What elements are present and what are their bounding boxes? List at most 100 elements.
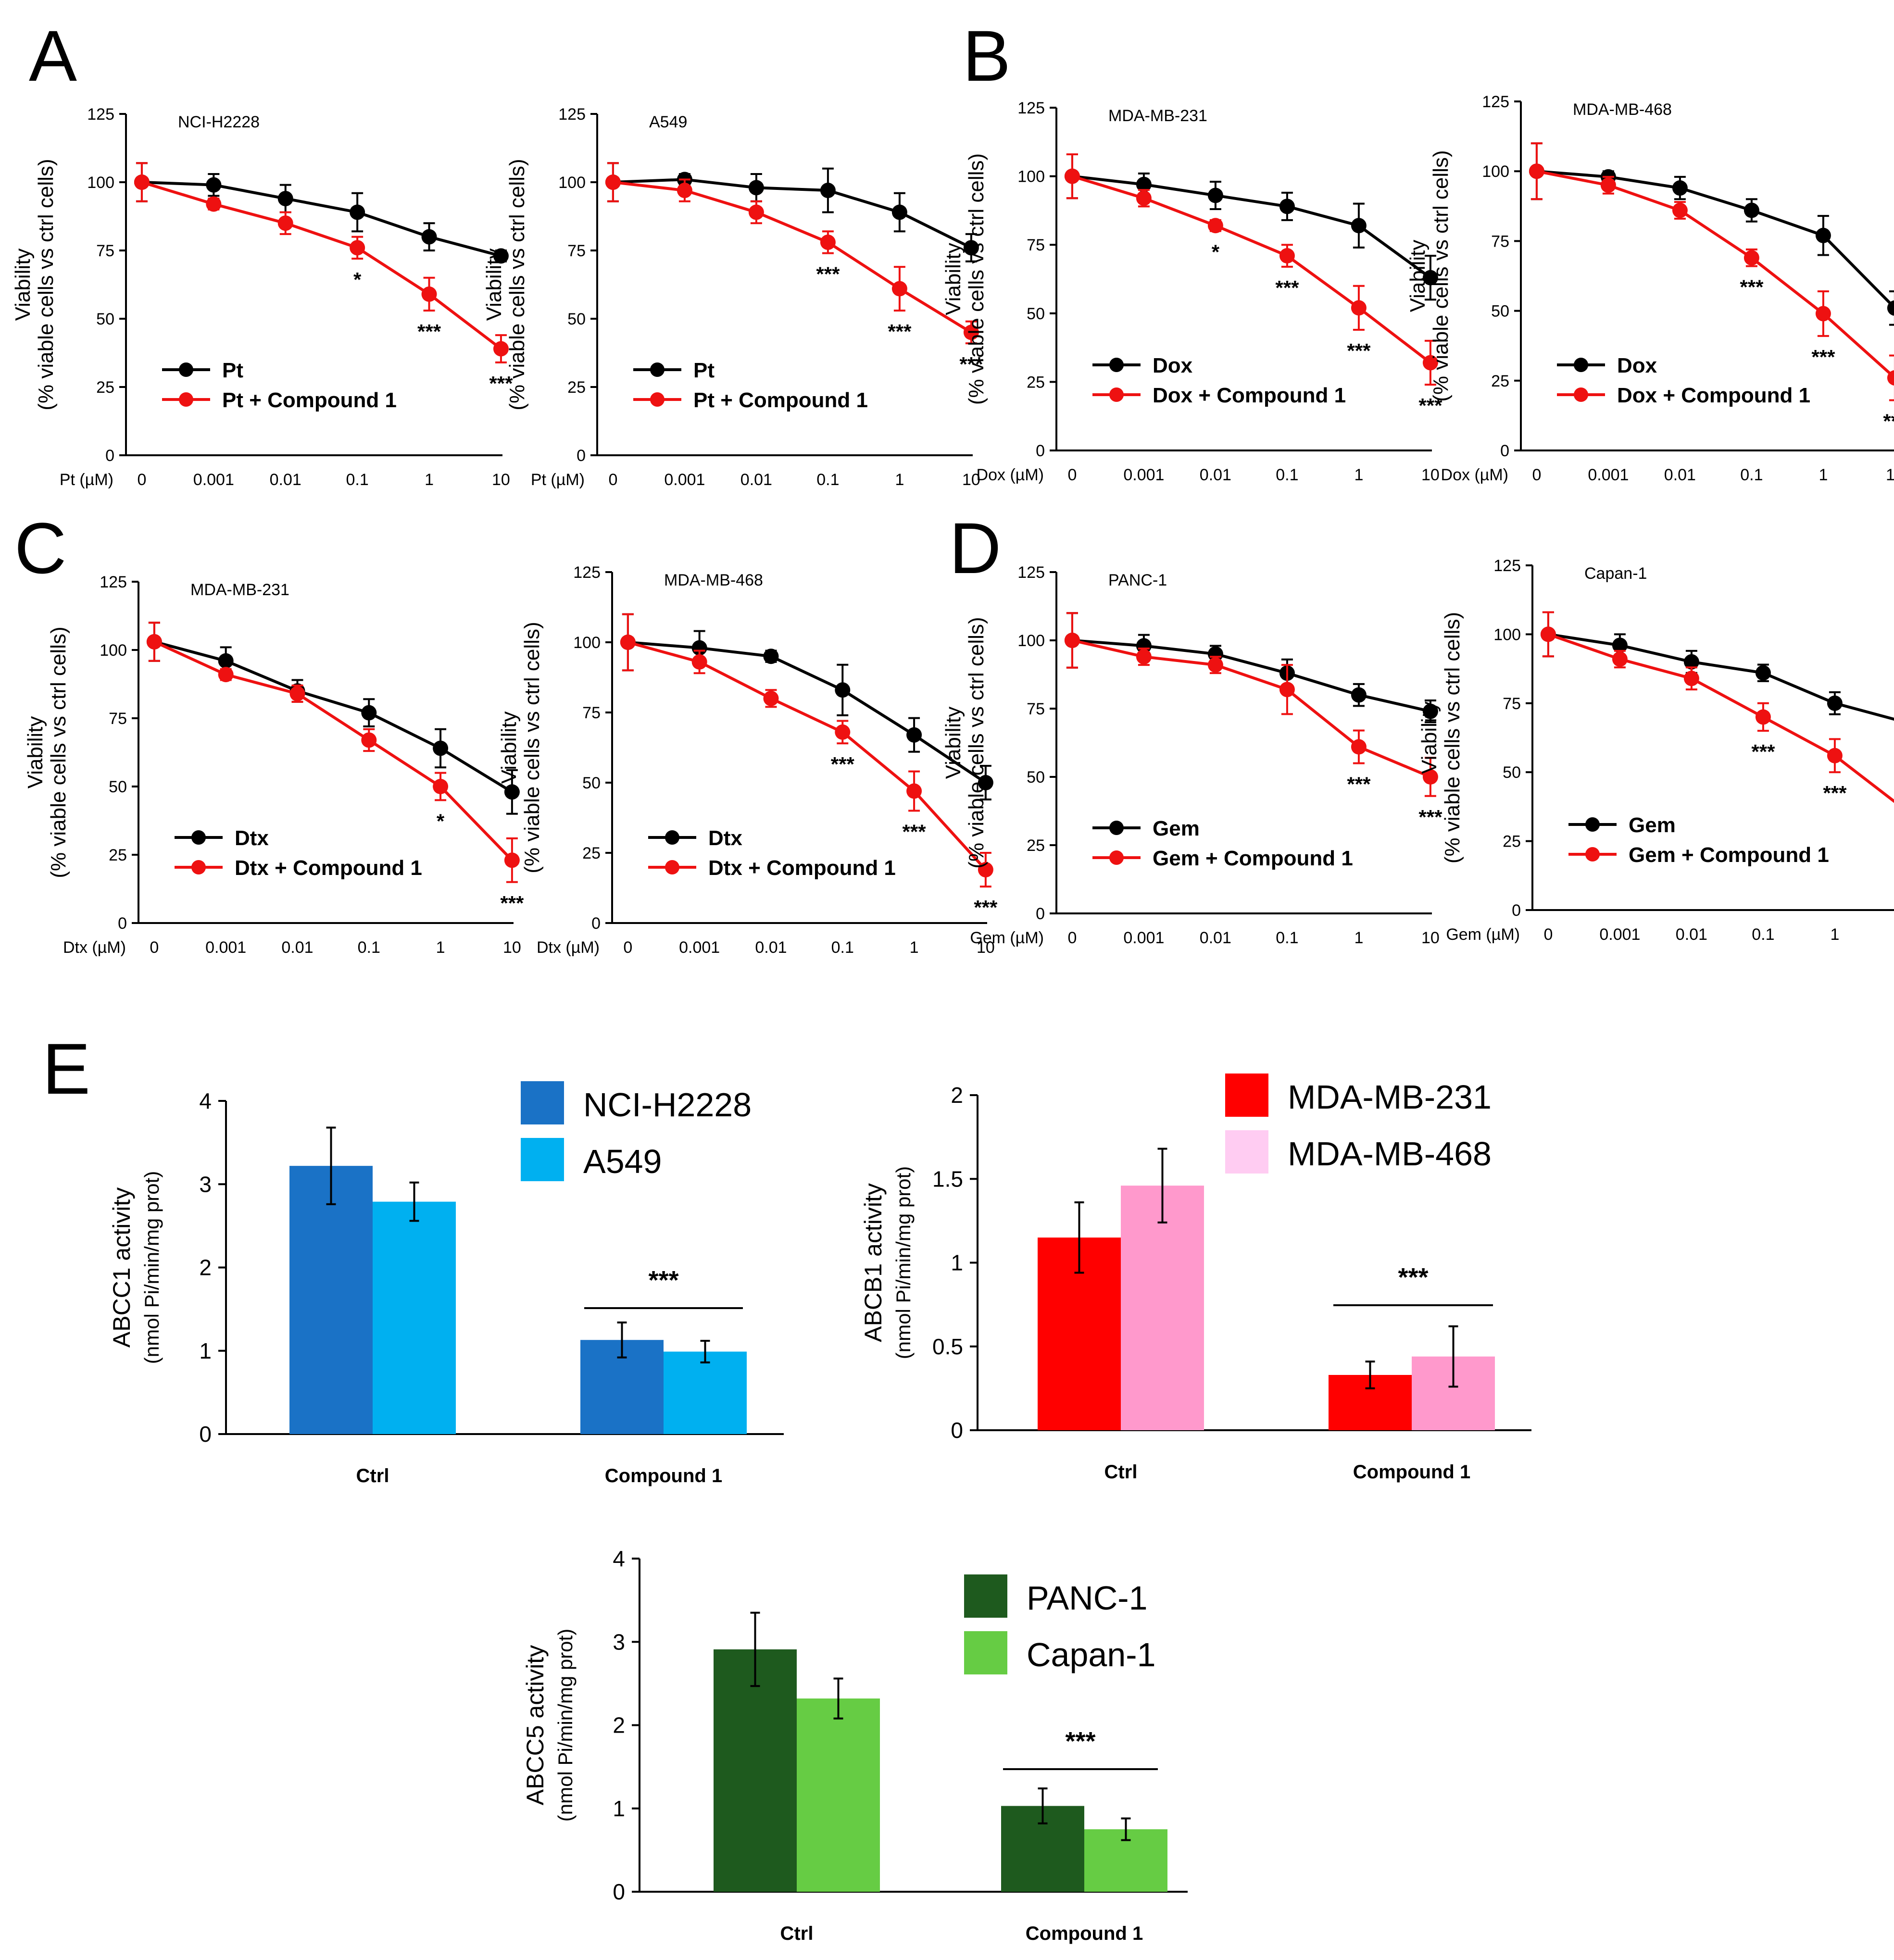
data-point (1743, 250, 1759, 266)
legend-label: Capan-1 (1027, 1636, 1156, 1673)
legend-label: Gem (1629, 813, 1676, 837)
legend-marker (1574, 387, 1588, 402)
data-point (1064, 633, 1080, 648)
legend-label: Dtx + Compound 1 (708, 856, 896, 880)
x-tick-label: 0.001 (1599, 925, 1640, 944)
x-axis-label: Dox (µM) (977, 466, 1044, 484)
data-point (421, 229, 437, 245)
y-tick-label: 50 (109, 778, 127, 796)
significance-label: * (1212, 241, 1220, 263)
y-tick-label: 50 (96, 310, 114, 328)
legend-marker (179, 362, 193, 377)
data-point (978, 862, 993, 878)
chart-title: MDA-MB-231 (190, 581, 289, 599)
legend-label: Dtx (235, 826, 269, 850)
data-point (906, 727, 922, 743)
data-point (1136, 638, 1152, 654)
x-tick-label: Ctrl (356, 1465, 389, 1486)
data-point (763, 690, 779, 706)
y-tick-label: 0 (199, 1422, 212, 1447)
chart-title: Capan-1 (1584, 564, 1647, 583)
y-tick-label: 125 (558, 105, 586, 124)
y-tick-label: 0 (105, 447, 114, 465)
significance-label: *** (1275, 276, 1299, 299)
y-tick-label: 4 (613, 1546, 625, 1571)
data-point (206, 196, 222, 212)
data-point (1755, 709, 1771, 725)
significance-label: *** (1883, 410, 1894, 432)
series-line (613, 178, 972, 250)
data-point (1755, 665, 1771, 681)
x-tick-label: 1 (1819, 466, 1828, 484)
bar (289, 1166, 373, 1434)
x-tick-label: 10 (503, 938, 521, 957)
significance-label: *** (1418, 806, 1442, 828)
y-tick-label: 25 (567, 378, 586, 397)
significance-label: *** (1398, 1263, 1428, 1292)
data-point (1815, 306, 1831, 322)
series-line (1072, 639, 1431, 778)
data-point (1540, 626, 1556, 642)
data-point (134, 175, 150, 190)
y-axis-label: Viability (941, 243, 965, 315)
y-tick-label: 2 (951, 1083, 963, 1108)
panel-letter-c: C (14, 508, 66, 588)
series-line (1072, 175, 1431, 364)
line-chart-a1: 0 25 50 75 100 125 0 0.001 0.01 0.1 1 10 Pt (µM) NCI-… (11, 105, 513, 489)
series-red (146, 622, 520, 883)
panel-letter-e: E (42, 1028, 90, 1109)
y-axis-label: ABCC1 activity (108, 1187, 135, 1348)
legend-label: Dox (1153, 354, 1193, 377)
x-tick-label: 0.1 (358, 938, 380, 957)
series-line (154, 640, 513, 793)
data-point (835, 724, 851, 740)
data-point (504, 852, 520, 868)
data-point (1672, 202, 1688, 218)
x-tick-label: 1 (910, 938, 919, 957)
legend-swatch (521, 1138, 564, 1181)
legend-label: Pt (693, 359, 715, 382)
x-tick-label: 0.001 (1123, 929, 1164, 947)
bar (1121, 1186, 1204, 1430)
data-point (1136, 176, 1152, 192)
data-point (361, 705, 377, 721)
data-point (1207, 218, 1223, 234)
x-tick-label: 0.1 (831, 938, 854, 957)
series-red (1529, 142, 1894, 401)
data-point (1351, 687, 1367, 703)
y-tick-label: 0 (951, 1418, 963, 1443)
data-point (691, 654, 707, 670)
y-axis-label: (% viable cells vs ctrl cells) (965, 617, 988, 868)
series-red (620, 613, 993, 888)
legend-marker (1109, 358, 1124, 372)
x-tick-label: Ctrl (1104, 1461, 1138, 1483)
data-point (691, 640, 707, 656)
data-point (1827, 748, 1843, 763)
data-point (218, 667, 234, 683)
legend-label: Dox + Compound 1 (1153, 384, 1346, 407)
data-point (1827, 695, 1843, 711)
x-axis-label: Gem (µM) (970, 929, 1044, 947)
x-tick-label: 0.01 (1676, 925, 1707, 944)
y-axis-label: ABCC5 activity (522, 1645, 549, 1805)
legend-marker (665, 860, 679, 874)
y-tick-label: 125 (1493, 557, 1521, 575)
series-black (1064, 612, 1438, 724)
series-black (620, 613, 993, 801)
significance-label: *** (417, 320, 441, 343)
data-point (1683, 654, 1699, 670)
data-point (820, 234, 836, 250)
data-point (1279, 248, 1295, 264)
legend-label: MDA-MB-231 (1288, 1078, 1492, 1116)
significance-label: *** (1751, 740, 1775, 763)
y-tick-label: 125 (573, 563, 601, 582)
x-tick-label: 0.001 (193, 471, 234, 489)
line-chart-d1: 0 25 50 75 100 125 0 0.001 0.01 0.1 1 10 Gem (µM) PAN… (941, 563, 1442, 947)
data-point (1136, 649, 1152, 665)
x-tick-label: 0.01 (1200, 929, 1231, 947)
bar (664, 1351, 747, 1434)
series-red (1064, 612, 1438, 797)
legend-label: Dtx (708, 826, 742, 850)
series-black (1529, 142, 1894, 326)
y-tick-label: 125 (87, 105, 114, 124)
